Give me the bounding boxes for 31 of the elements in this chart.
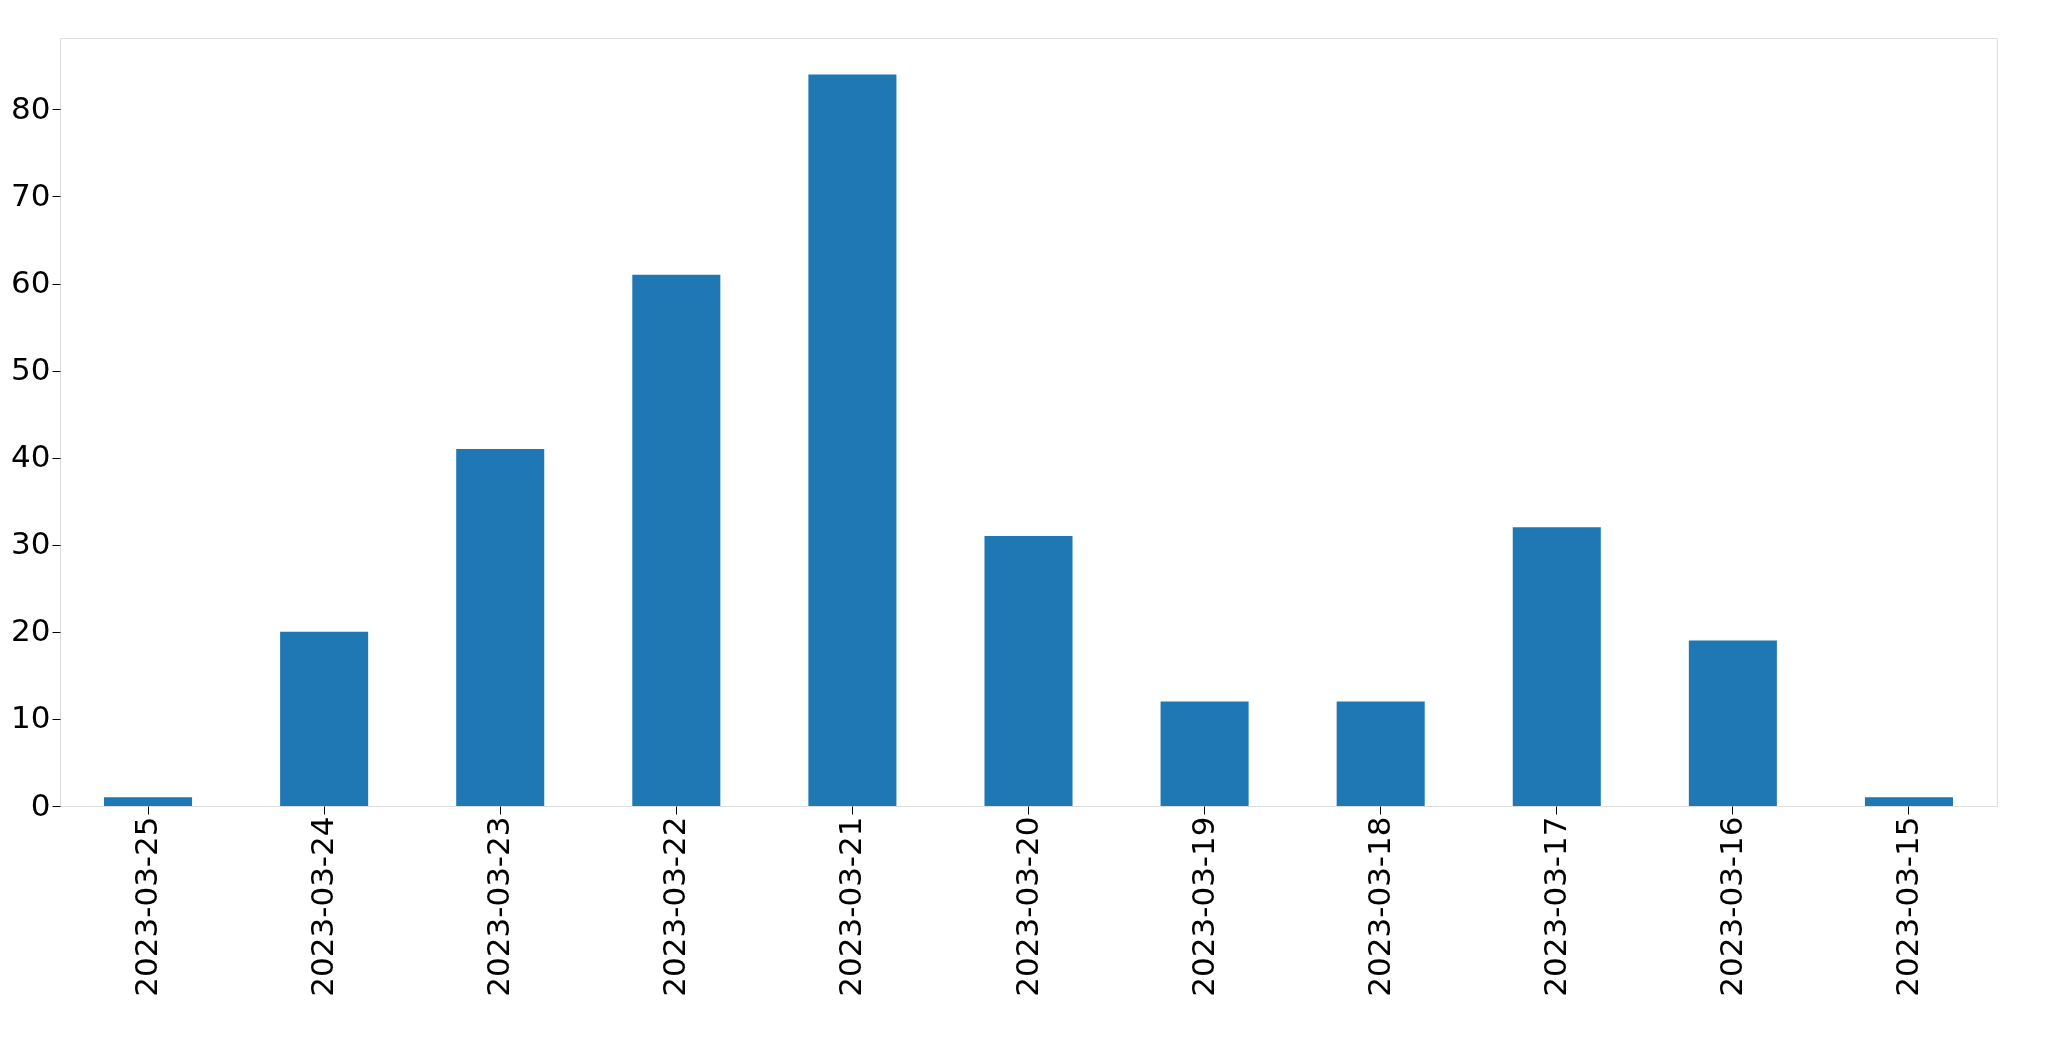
x-tick-label: 2023-03-15: [1888, 816, 1925, 997]
y-tick-label: 10: [11, 699, 51, 736]
bar: [1160, 701, 1249, 806]
x-tick-label: 2023-03-18: [1360, 816, 1397, 997]
y-tick-label: 0: [30, 786, 51, 823]
bar: [632, 274, 721, 806]
x-tick-label: 2023-03-17: [1536, 816, 1573, 997]
x-tick-label: 2023-03-21: [832, 816, 869, 997]
bar: [104, 797, 193, 806]
y-tick-label: 60: [11, 264, 51, 301]
bar: [1336, 701, 1425, 806]
x-tick-label: 2023-03-22: [656, 816, 693, 997]
x-tick-label: 2023-03-16: [1712, 816, 1749, 997]
bar: [456, 448, 545, 806]
bar: [1512, 527, 1601, 806]
bar: [280, 631, 369, 806]
y-tick-label: 70: [11, 176, 51, 213]
bar: [1688, 640, 1777, 806]
x-tick-label: 2023-03-24: [304, 816, 341, 997]
y-tick-label: 30: [11, 525, 51, 562]
x-tick-label: 2023-03-19: [1184, 816, 1221, 997]
y-tick-label: 50: [11, 351, 51, 388]
y-tick-label: 40: [11, 438, 51, 475]
x-tick-label: 2023-03-23: [480, 816, 517, 997]
bar: [984, 536, 1073, 806]
bar: [808, 74, 897, 806]
y-tick-label: 20: [11, 612, 51, 649]
bar: [1864, 797, 1953, 806]
x-tick-label: 2023-03-25: [128, 816, 165, 997]
x-tick-label: 2023-03-20: [1008, 816, 1045, 997]
y-tick-label: 80: [11, 89, 51, 126]
